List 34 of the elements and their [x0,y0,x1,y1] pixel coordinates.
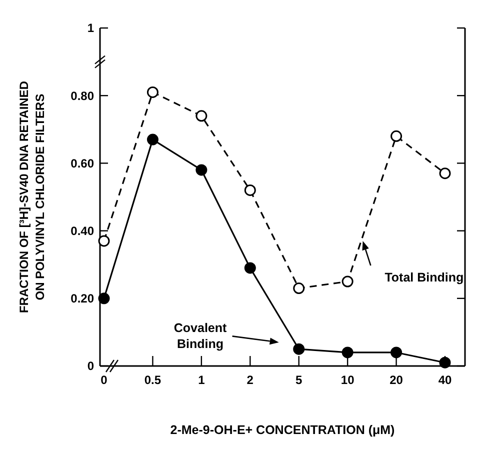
y-tick-label: 0.40 [70,224,94,238]
point [390,346,402,358]
point [293,282,305,294]
point [439,356,451,368]
point [98,292,110,304]
x-tick-label: 40 [438,373,452,387]
x-tick-label: 10 [340,373,355,387]
x-tick-label: 20 [390,373,404,387]
y-tick-label: 0.80 [70,88,94,103]
legend-label: Covalent Binding [174,321,228,352]
x-tick-label: 5 [296,373,303,387]
point [342,346,354,358]
y-axis-title: FRACTION OF [³H]-SV40 DNA RETAINED ON POLYVINYL CHLORIDE FILTERS [17,80,47,313]
point [196,164,208,176]
point [146,86,158,98]
x-tick-label: 1 [198,373,206,387]
x-tick-label: 0 [100,373,108,387]
x-tick-label: 2 [246,373,254,387]
point [439,168,451,180]
point [98,235,110,247]
x-axis-title: 2-Me-9-OH-E+ CONCENTRATION (μM) [170,423,395,437]
y-tick-label: 0.60 [70,156,94,170]
y-tick-label: 0.20 [70,292,94,306]
y-tick-label: 1 [87,21,94,36]
point [390,130,402,142]
point [244,262,256,274]
text: Total Binding [384,270,464,284]
x-tick-label: 0.5 [144,373,162,387]
point [342,276,354,288]
point [293,343,305,355]
point [196,110,208,122]
y-tick-label: 0 [87,359,94,374]
point [146,134,158,146]
point [244,184,256,196]
